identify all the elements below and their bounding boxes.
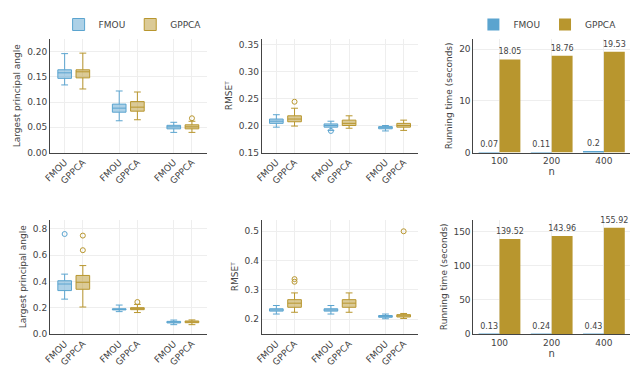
svg-text:FMOU: FMOU [310, 157, 336, 183]
svg-text:18.76: 18.76 [551, 44, 574, 53]
svg-text:GPPCA: GPPCA [380, 338, 409, 367]
svg-text:GPPCA: GPPCA [380, 157, 409, 186]
svg-text:FMOU: FMOU [310, 339, 336, 365]
svg-text:GPPCA: GPPCA [325, 338, 354, 367]
svg-text:GPPCA: GPPCA [271, 157, 300, 186]
svg-text:RMSEᵀ: RMSEᵀ [224, 81, 234, 110]
svg-text:0.13: 0.13 [480, 322, 498, 331]
svg-text:18.05: 18.05 [498, 47, 521, 56]
svg-text:FMOU: FMOU [364, 339, 390, 365]
svg-text:FMOU: FMOU [99, 20, 126, 30]
svg-text:0.07: 0.07 [480, 140, 498, 149]
svg-text:Running time (seconds): Running time (seconds) [444, 42, 454, 149]
svg-text:0.15: 0.15 [27, 72, 47, 82]
svg-text:FMOU: FMOU [513, 20, 540, 30]
svg-text:0.25: 0.25 [239, 94, 259, 104]
svg-text:0.4: 0.4 [245, 256, 260, 266]
svg-text:0.15: 0.15 [239, 148, 259, 158]
svg-text:GPPCA: GPPCA [170, 20, 201, 30]
svg-text:GPPCA: GPPCA [59, 157, 88, 186]
svg-text:0.2: 0.2 [245, 314, 259, 324]
svg-text:0.8: 0.8 [33, 224, 48, 234]
svg-text:0.20: 0.20 [239, 121, 259, 131]
svg-text:100: 100 [491, 156, 508, 166]
svg-text:400: 400 [595, 338, 612, 348]
svg-text:0.6: 0.6 [33, 250, 48, 260]
svg-text:400: 400 [595, 156, 612, 166]
svg-text:0.43: 0.43 [585, 322, 603, 331]
svg-text:FMOU: FMOU [98, 157, 124, 183]
svg-text:FMOU: FMOU [43, 157, 69, 183]
svg-text:FMOU: FMOU [364, 157, 390, 183]
svg-text:139.52: 139.52 [496, 227, 524, 236]
svg-text:n: n [549, 348, 555, 359]
svg-text:Largest principal angle: Largest principal angle [18, 225, 28, 328]
svg-text:100: 100 [491, 338, 508, 348]
svg-text:GPPCA: GPPCA [168, 157, 197, 186]
svg-text:200: 200 [543, 338, 560, 348]
svg-text:0.5: 0.5 [245, 226, 259, 236]
svg-text:0.30: 0.30 [239, 67, 259, 77]
svg-text:0.20: 0.20 [27, 47, 47, 57]
svg-text:FMOU: FMOU [98, 339, 124, 365]
svg-text:GPPCA: GPPCA [114, 338, 143, 367]
svg-text:GPPCA: GPPCA [585, 20, 616, 30]
svg-text:RMSEᵀ: RMSEᵀ [230, 262, 240, 291]
svg-text:GPPCA: GPPCA [168, 338, 197, 367]
svg-text:FMOU: FMOU [43, 339, 69, 365]
svg-text:FMOU: FMOU [152, 339, 178, 365]
svg-text:0: 0 [465, 329, 471, 339]
svg-text:0.2: 0.2 [587, 139, 600, 148]
svg-text:50: 50 [459, 295, 471, 305]
svg-text:10: 10 [459, 96, 471, 106]
svg-text:20: 20 [459, 44, 471, 54]
svg-text:155.92: 155.92 [600, 216, 628, 225]
svg-text:0.4: 0.4 [33, 277, 48, 287]
svg-text:0.3: 0.3 [245, 285, 259, 295]
svg-text:FMOU: FMOU [255, 339, 281, 365]
svg-text:100: 100 [453, 261, 470, 271]
svg-text:Largest principal angle: Largest principal angle [13, 44, 23, 147]
svg-text:19.53: 19.53 [603, 40, 626, 49]
svg-text:0.24: 0.24 [532, 322, 550, 331]
svg-text:FMOU: FMOU [152, 157, 178, 183]
svg-text:200: 200 [543, 156, 560, 166]
svg-text:0: 0 [465, 148, 471, 158]
svg-text:0.35: 0.35 [239, 40, 259, 50]
svg-text:n: n [549, 166, 555, 177]
svg-text:0.2: 0.2 [33, 303, 47, 313]
svg-text:GPPCA: GPPCA [325, 157, 354, 186]
svg-text:FMOU: FMOU [255, 157, 281, 183]
svg-text:GPPCA: GPPCA [114, 157, 143, 186]
svg-text:GPPCA: GPPCA [59, 338, 88, 367]
svg-text:0.00: 0.00 [27, 148, 47, 158]
svg-text:Running time (seconds): Running time (seconds) [439, 223, 449, 330]
svg-text:150: 150 [453, 227, 470, 237]
svg-text:0.11: 0.11 [532, 140, 550, 149]
svg-text:0.10: 0.10 [27, 97, 47, 107]
svg-text:GPPCA: GPPCA [271, 338, 300, 367]
svg-text:0.0: 0.0 [33, 329, 48, 339]
svg-text:0.05: 0.05 [27, 122, 47, 132]
svg-text:143.96: 143.96 [548, 224, 576, 233]
